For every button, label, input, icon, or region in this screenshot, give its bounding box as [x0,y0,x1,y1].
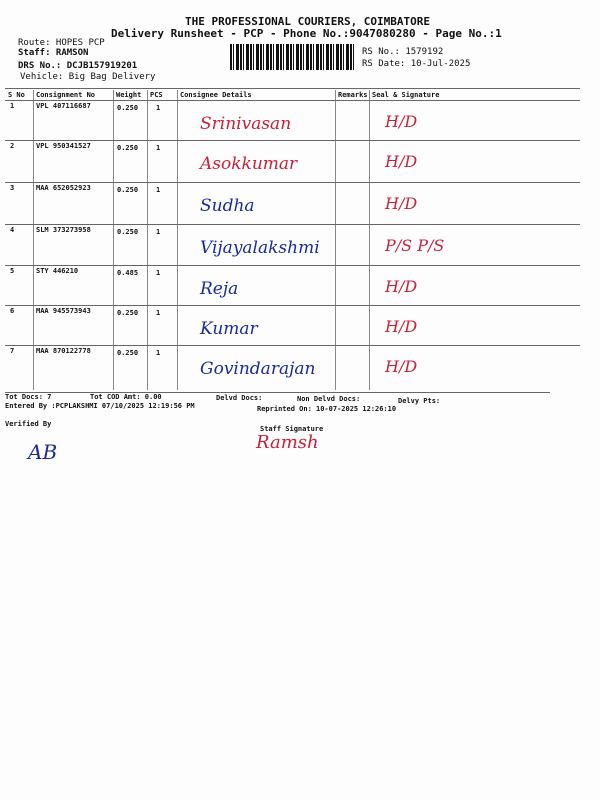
row-pcs: 1 [156,269,161,277]
seal-signature: H/D [385,317,418,336]
column-divider [335,90,336,390]
row-pcs: 1 [156,144,161,152]
staff-signature: Ramsh [256,432,319,453]
column-divider [33,90,34,390]
route: Route: HOPES PCP [18,38,105,48]
row-consignment-no: VPL 407116687 [36,102,91,110]
seal-signature: H/D [385,194,418,213]
row-weight: 0.250 [117,104,139,112]
row-consignment-no: MAA 945573943 [36,307,91,315]
column-divider [147,90,148,390]
row-divider [5,345,580,346]
row-divider [5,182,580,183]
row-consignment-no: STY 446210 [36,267,79,275]
verifier-signature: AB [28,440,58,464]
non-delvd-docs: Non Delvd Docs: [297,395,361,403]
seal-signature: H/D [385,357,418,376]
staff-signature-label: Staff Signature [260,425,324,433]
row-weight: 0.250 [117,349,139,357]
delvy-pts: Delvy Pts: [398,397,441,405]
row-sno: 5 [10,267,15,275]
rs-no: RS No.: 1579192 [362,47,444,57]
row-sno: 1 [10,102,15,110]
consignee-signature: Vijayalakshmi [200,238,320,258]
column-header: Consignee Details [180,91,252,99]
tot-cod: Tot COD Amt: 0.00 [90,393,162,401]
row-sno: 7 [10,347,15,355]
rs-date: RS Date: 10-Jul-2025 [362,59,471,69]
row-weight: 0.250 [117,309,139,317]
seal-signature: H/D [385,112,418,131]
column-header: Remarks [338,91,368,99]
row-pcs: 1 [156,104,161,112]
consignee-signature: Govindarajan [200,359,316,379]
staff: Staff: RAMSON [18,48,89,58]
row-weight: 0.250 [117,186,139,194]
row-pcs: 1 [156,309,161,317]
row-weight: 0.250 [117,144,139,152]
drs-no: DRS No.: DCJB157919201 [18,61,138,71]
consignee-signature: Sudha [200,196,255,216]
row-divider [5,100,580,101]
consignee-signature: Asokkumar [200,154,298,174]
seal-signature: P/S P/S [385,236,445,255]
column-divider [177,90,178,390]
row-pcs: 1 [156,228,161,236]
row-sno: 2 [10,142,15,150]
row-pcs: 1 [156,186,161,194]
seal-signature: H/D [385,152,418,171]
runsheet-title: Delivery Runsheet - PCP - Phone No.:9047… [111,27,502,40]
row-consignment-no: MAA 870122778 [36,347,91,355]
tot-docs: Tot Docs: 7 [5,393,52,401]
row-pcs: 1 [156,349,161,357]
column-header: Consignment No [36,91,96,99]
row-consignment-no: MAA 652052923 [36,184,91,192]
row-divider [5,224,580,225]
row-weight: 0.485 [117,269,139,277]
barcode [230,44,355,70]
vehicle: Vehicle: Big Bag Delivery [20,72,156,82]
reprinted-on: Reprinted On: 10-07-2025 12:26:10 [257,405,397,413]
row-divider [5,265,580,266]
column-header: Weight [116,91,142,99]
table-top-border [5,88,580,89]
column-header: PCS [150,91,163,99]
row-divider [5,140,580,141]
row-sno: 4 [10,226,15,234]
seal-signature: H/D [385,277,418,296]
consignee-signature: Reja [200,279,239,299]
entered-by: Entered By :PCPLAKSHMI 07/10/2025 12:19:… [5,402,195,410]
verified-by-label: Verified By [5,420,52,428]
column-header: S No [8,91,25,99]
row-weight: 0.250 [117,228,139,236]
company-name: THE PROFESSIONAL COURIERS, COIMBATORE [185,15,431,28]
row-consignment-no: SLM 373273958 [36,226,91,234]
row-divider [5,305,580,306]
row-sno: 3 [10,184,15,192]
consignee-signature: Srinivasan [200,114,292,134]
row-consignment-no: VPL 950341527 [36,142,91,150]
column-header: Seal & Signature [372,91,440,99]
column-divider [369,90,370,390]
column-divider [113,90,114,390]
consignee-signature: Kumar [200,319,258,339]
delvd-docs: Delvd Docs: [216,394,263,402]
row-sno: 6 [10,307,15,315]
